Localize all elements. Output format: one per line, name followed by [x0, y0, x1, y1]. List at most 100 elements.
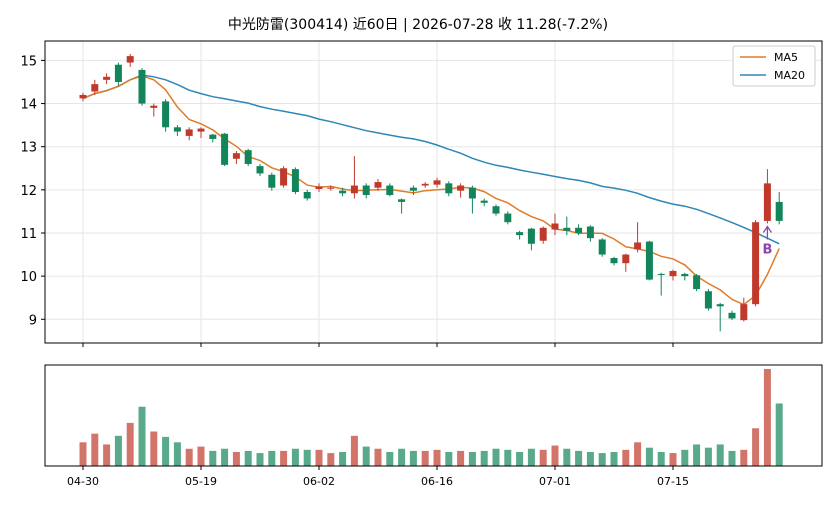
ma5-line [82, 75, 780, 306]
volume-bar [150, 431, 158, 466]
candle-body [468, 187, 476, 199]
candle-body [197, 128, 205, 132]
legend: MA5 MA20 [732, 45, 816, 87]
volume-bar [468, 451, 476, 466]
candle-body [209, 134, 217, 139]
candle-body [480, 200, 488, 203]
chart-title: 中光防雷(300414) 近60日 | 2026-07-28 收 11.28(-… [228, 17, 608, 33]
candle-body [374, 182, 382, 188]
candle-body [268, 174, 276, 188]
candle-body [527, 228, 535, 244]
candle-body [114, 64, 122, 82]
volume-bar [527, 448, 535, 466]
volume-bar [763, 369, 771, 466]
candle-body [716, 304, 724, 307]
volume-panel-frame [44, 364, 823, 467]
volume-bars [79, 369, 783, 466]
volume-bar [480, 450, 488, 466]
candle-body [126, 56, 134, 63]
volume-bar [775, 403, 783, 466]
volume-bar [752, 428, 760, 466]
candle-body [150, 105, 158, 108]
date-x-axis: 04-30 05-19 06-02 06-16 07-01 07-15 [67, 343, 689, 488]
volume-bar [103, 444, 111, 466]
candle-body [575, 227, 583, 233]
ma20-line [82, 74, 780, 245]
moving-average-lines [82, 74, 780, 306]
candle-body [775, 201, 783, 221]
candle-body [221, 133, 229, 165]
volume-bar [209, 450, 217, 466]
legend-box [732, 45, 816, 87]
buy-signal: B [762, 225, 772, 257]
volume-bar [634, 442, 642, 466]
volume-bar [539, 449, 547, 466]
y-tick-label: 13 [20, 141, 37, 156]
volume-bar [114, 435, 122, 466]
x-tick-label: 06-16 [421, 475, 453, 488]
candle-body [79, 94, 87, 99]
candle-body [256, 166, 264, 174]
volume-bar [221, 448, 229, 466]
candle-body [291, 169, 299, 192]
volume-bar [362, 446, 370, 466]
candle-body [173, 127, 181, 132]
candle-body [457, 185, 465, 191]
candle-body [162, 101, 170, 128]
volume-bar [268, 450, 276, 466]
candle-body [421, 183, 429, 186]
volume-bar [126, 422, 134, 466]
volume-bar [457, 450, 465, 466]
volume-bar [91, 433, 99, 466]
volume-bar [303, 449, 311, 466]
candle-body [763, 183, 771, 221]
volume-bar [315, 449, 323, 466]
candle-body [516, 232, 524, 236]
candle-body [185, 129, 193, 136]
candle-body [445, 183, 453, 194]
volume-bar [138, 406, 146, 466]
volume-bar [232, 451, 240, 466]
candle-body [327, 187, 335, 189]
y-tick-label: 14 [20, 98, 37, 113]
volume-bar [339, 451, 347, 466]
candle-body [752, 222, 760, 305]
candle-body [551, 223, 559, 230]
volume-bar [598, 453, 606, 466]
volume-bar [681, 449, 689, 466]
candle-body [409, 187, 417, 191]
candle-body [433, 180, 441, 185]
candle-body [598, 239, 606, 255]
legend-ma20-label: MA20 [774, 69, 805, 82]
volume-bar [516, 451, 524, 466]
candle-body [645, 241, 653, 280]
candle-body [622, 254, 630, 264]
candle-body [669, 270, 677, 277]
signal-arrow-head [762, 225, 772, 233]
volume-bar [173, 442, 181, 466]
candle-body [232, 153, 240, 159]
volume-bar [669, 453, 677, 466]
volume-bar [504, 449, 512, 466]
volume-bar [185, 448, 193, 466]
volume-bar [586, 451, 594, 466]
volume-bar [622, 449, 630, 466]
candle-body [693, 275, 701, 290]
volume-bar [386, 451, 394, 466]
volume-bar [398, 448, 406, 466]
volume-bar [291, 448, 299, 466]
volume-bar [433, 449, 441, 466]
candle-body [350, 185, 358, 194]
x-tick-label: 07-15 [657, 475, 689, 488]
volume-bar [492, 448, 500, 466]
x-tick-label: 04-30 [67, 475, 99, 488]
candle-body [91, 84, 99, 92]
price-y-axis: 9 10 11 12 13 14 15 [20, 54, 45, 328]
candle-body [539, 227, 547, 241]
volume-bar [445, 451, 453, 466]
candle-body [103, 76, 111, 80]
signal-label: B [762, 242, 772, 257]
volume-bar [610, 451, 618, 466]
volume-bar [421, 450, 429, 466]
